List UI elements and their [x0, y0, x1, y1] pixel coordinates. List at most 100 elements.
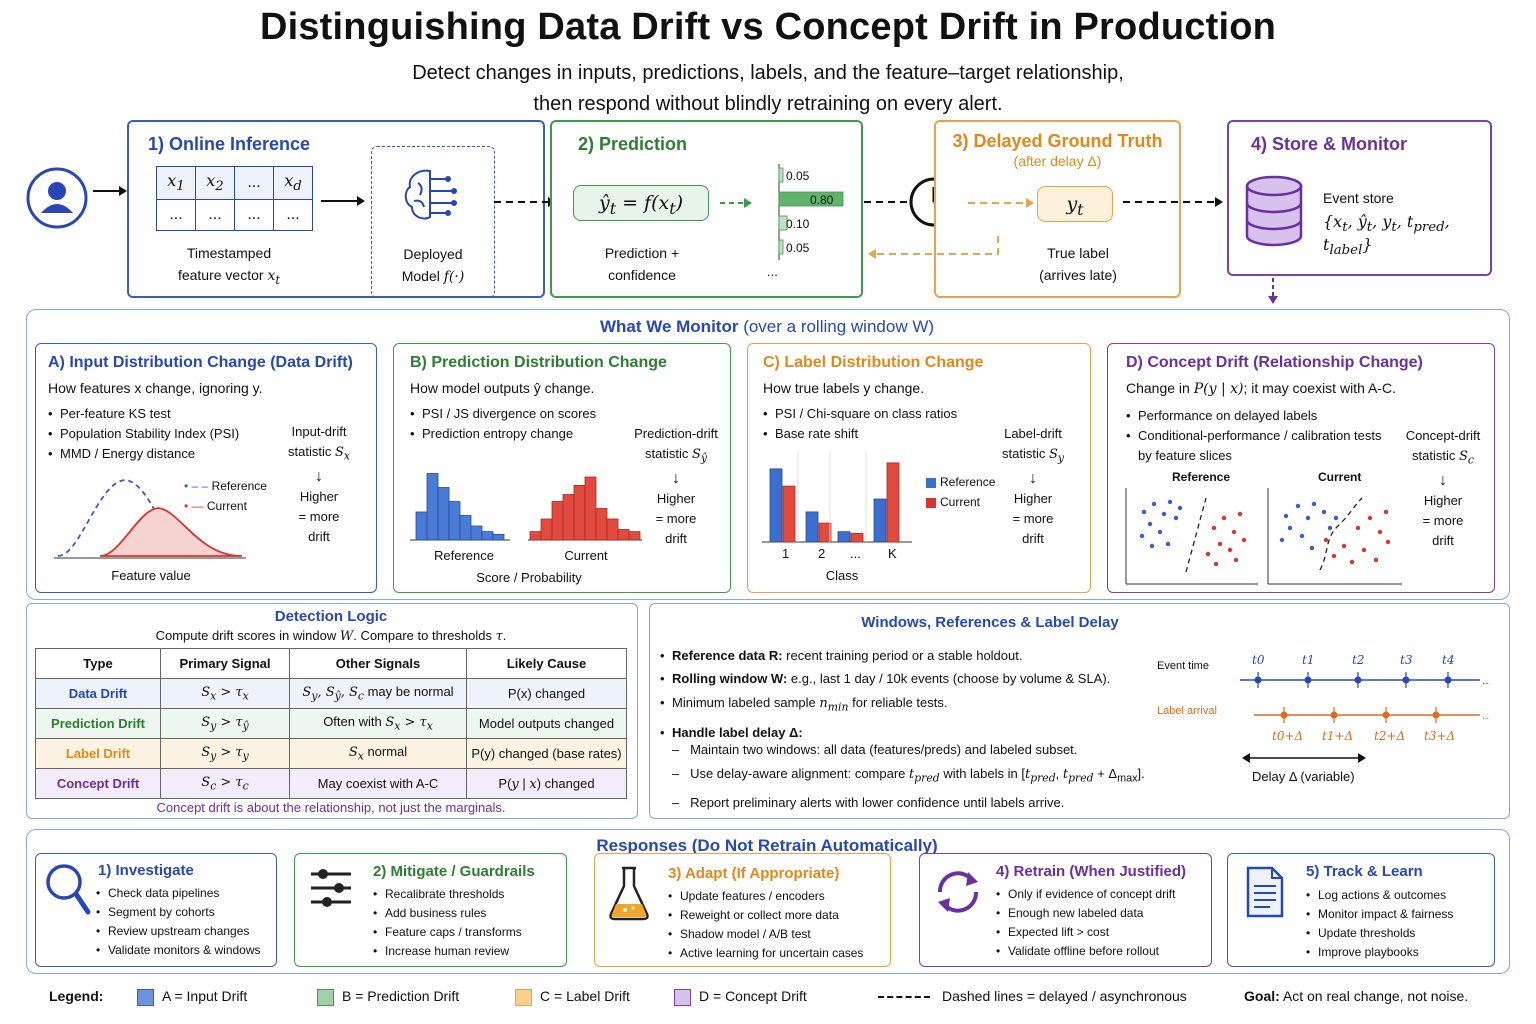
- x-axis-label: Feature value: [111, 568, 191, 583]
- stat-line: drift: [665, 530, 687, 546]
- type-cell: Label Drift: [35, 738, 161, 769]
- card-list: Log actions & outcomes Monitor impact & …: [1306, 886, 1453, 962]
- detection-title: Detection Logic: [274, 608, 388, 625]
- timeline-ellipsis: ...: [1482, 673, 1490, 687]
- legend-item: A = Input Drift: [137, 988, 247, 1006]
- feature-cell: ...: [156, 199, 196, 231]
- bullet-list: PSI / Chi-square on class ratios Base ra…: [763, 404, 957, 444]
- panel-desc: How features x change, ignoring y.: [48, 380, 263, 396]
- goal-text: Act on real change, not noise.: [1282, 988, 1469, 1004]
- type-cell: Data Drift: [35, 678, 161, 709]
- label-tick-label: t1+Δ: [1322, 729, 1353, 743]
- legend-item: B = Prediction Drift: [317, 988, 459, 1006]
- stat-line: drift: [308, 528, 330, 544]
- list-item: Check data pipelines: [96, 884, 261, 903]
- x-axis-label: Score / Probability: [476, 570, 582, 585]
- legend-label: Dashed lines = delayed / asynchronous: [942, 988, 1187, 1004]
- tick-label: 2: [818, 546, 826, 561]
- windows-list: Reference data R: recent training period…: [660, 644, 1150, 745]
- list-item: Reweight or collect more data: [668, 906, 863, 925]
- type-cell: Concept Drift: [35, 768, 161, 799]
- legend-bar: Legend: A = Input Drift B = Prediction D…: [0, 986, 1536, 1008]
- histogram-bar-current: [573, 484, 586, 541]
- cause-cell: P(x) changed: [466, 678, 627, 709]
- list-item: Update features / encoders: [668, 887, 863, 906]
- down-arrow-icon: ↓: [672, 469, 680, 487]
- histogram-label: Current: [564, 548, 608, 563]
- deployed-model-box: Deployed Model f(·): [371, 146, 495, 298]
- user-icon: [26, 167, 88, 229]
- list-item: Improve playbooks: [1306, 943, 1453, 962]
- stat-line: = more: [298, 508, 340, 524]
- stat-line: drift: [1022, 530, 1044, 546]
- document-icon: [1244, 866, 1286, 923]
- caption-line: True label: [1047, 245, 1109, 261]
- detection-footer: Concept drift is about the relationship,…: [156, 800, 506, 815]
- feature-header: ...: [234, 166, 274, 200]
- confidence-bar-label: 0.05: [786, 241, 810, 255]
- goal: Goal: Act on real change, not noise.: [1244, 988, 1468, 1004]
- panel-title: D) Concept Drift (Relationship Change): [1126, 354, 1423, 371]
- caption-line: Deployed: [403, 246, 463, 262]
- class-bar-reference: [837, 531, 851, 543]
- list-item: Active learning for uncertain cases: [668, 944, 863, 963]
- caption-text: feature vector: [177, 267, 264, 283]
- bullet-list: Performance on delayed labels Conditiona…: [1126, 406, 1386, 466]
- stat-line: Higher: [1423, 492, 1463, 508]
- down-arrow-icon: ↓: [1439, 471, 1447, 489]
- legend-label: B = Prediction Drift: [342, 988, 460, 1004]
- dashed-line: [864, 195, 908, 214]
- panel-desc: Change in P(y | x); it may coexist with …: [1126, 380, 1396, 397]
- caption-line: feature vector xt: [177, 267, 281, 287]
- feature-cell: ...: [234, 199, 274, 231]
- card-title: 5) Track & Learn: [1306, 863, 1423, 880]
- tick-label: ...: [850, 546, 861, 561]
- magnifier-icon: [44, 862, 92, 923]
- list-item: Rolling window W: e.g., last 1 day / 10k…: [660, 667, 1150, 690]
- stat-line: Label-drift: [1004, 426, 1062, 441]
- list-item: Shadow model / A/B test: [668, 925, 863, 944]
- table-row: Concept Drift Sc > τc May coexist with A…: [35, 768, 627, 799]
- arrow-icon: [93, 184, 127, 203]
- stat-line: Prediction-drift: [634, 426, 718, 441]
- legend-item: Current: [926, 492, 995, 512]
- class-axis-labels: 1 2 ... K: [762, 546, 912, 564]
- detection-desc: Compute drift scores in window W. Compar…: [155, 628, 507, 644]
- legend-label: Current: [206, 499, 247, 513]
- dashed-arrow-icon: [720, 196, 752, 215]
- caption-line: Model f(·): [401, 268, 465, 285]
- timeline-ellipsis: ...: [1482, 708, 1490, 722]
- card-list: Update features / encoders Reweight or c…: [668, 887, 863, 963]
- list-item: PSI / JS divergence on scores: [410, 404, 596, 424]
- column-header: Type: [35, 648, 161, 679]
- table-row: Prediction Drift Sy > τŷ Often with Sx >…: [35, 708, 627, 739]
- panel-desc: How true labels y change.: [763, 380, 925, 396]
- dashed-arrow-icon: [494, 195, 556, 214]
- legend-label: C = Label Drift: [540, 988, 630, 1004]
- column-header: Likely Cause: [466, 648, 627, 679]
- card-title: 1) Investigate: [98, 862, 194, 879]
- class-bar-current: [850, 533, 864, 543]
- list-item: Review upstream changes: [96, 922, 261, 941]
- bullet-list: PSI / JS divergence on scores Prediction…: [410, 404, 596, 444]
- true-label-box: yt: [1037, 186, 1113, 222]
- response-card-mitigate: 2) Mitigate / Guardrails Recalibrate thr…: [294, 853, 567, 967]
- store-monitor-title: 4) Store & Monitor: [1251, 134, 1407, 154]
- list-item: Update thresholds: [1306, 924, 1453, 943]
- drift-statistic: Input-drift statistic Sx ↓ Higher = more…: [274, 422, 364, 547]
- caption-line: (arrives late): [1039, 267, 1117, 283]
- list-item: PSI / Chi-square on class ratios: [763, 404, 957, 424]
- cause-cell: Model outputs changed: [466, 708, 627, 739]
- prediction-panel: 2) Prediction ŷt = f(xt) Prediction + co…: [550, 120, 863, 298]
- histogram-bar-reference: [481, 531, 494, 541]
- list-item: Enough new labeled data: [996, 904, 1175, 923]
- primary-cell: Sc > τc: [160, 768, 290, 799]
- histogram-bar-reference: [459, 515, 472, 541]
- dashed-line-icon: [878, 996, 930, 999]
- monitor-title-suffix: (over a rolling window W): [743, 317, 935, 336]
- confidence-bar-label: 0.10: [786, 217, 810, 231]
- feature-vector-table: x1 x2 ... xd ... ... ... ...: [156, 166, 313, 231]
- stat-line: drift: [1432, 532, 1454, 548]
- confidence-bar: [778, 167, 784, 183]
- card-title: 3) Adapt (If Appropriate): [668, 865, 840, 882]
